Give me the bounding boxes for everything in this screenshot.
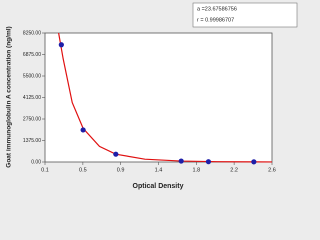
fit-curve xyxy=(58,32,273,163)
x-tick-label: 0.5 xyxy=(79,167,87,173)
data-point xyxy=(205,159,212,165)
x-tick-label: 0.1 xyxy=(41,167,49,173)
y-tick-label: 4125.00 xyxy=(23,95,41,101)
data-point xyxy=(251,159,257,165)
y-axis-label: Goat immunoglobulin A concentration (ng/… xyxy=(6,26,13,167)
y-tick-label: 8250.00 xyxy=(23,30,41,36)
x-tick-label: 1.4 xyxy=(155,167,163,173)
annotation: a =23.67586756 xyxy=(197,6,237,12)
y-tick-label: 6875.00 xyxy=(23,52,41,58)
x-tick-label: 0.9 xyxy=(117,167,125,173)
data-point xyxy=(58,42,64,48)
x-tick-label: 1.8 xyxy=(193,167,201,173)
y-tick-label: 0.00 xyxy=(31,159,41,165)
page: {"chart_data": { "type": "scatter", "yla… xyxy=(5,2,298,190)
y-tick-label: 2750.00 xyxy=(23,116,41,122)
annotation-box xyxy=(192,2,298,28)
x-axis-label: Optical Density xyxy=(133,183,184,190)
annotation: r = 0.99986707 xyxy=(197,17,234,23)
chart: a =23.67586756 r = 0.99986707 Optical De… xyxy=(6,2,298,190)
data-point xyxy=(80,127,86,133)
y-tick-label: 5500.00 xyxy=(23,73,41,79)
plot-area xyxy=(44,32,273,163)
x-tick-label: 2.6 xyxy=(268,167,276,173)
data-point xyxy=(113,151,119,157)
data-point xyxy=(178,158,184,164)
y-tick-label: 1375.00 xyxy=(23,138,41,144)
x-tick-label: 2.2 xyxy=(230,167,238,173)
